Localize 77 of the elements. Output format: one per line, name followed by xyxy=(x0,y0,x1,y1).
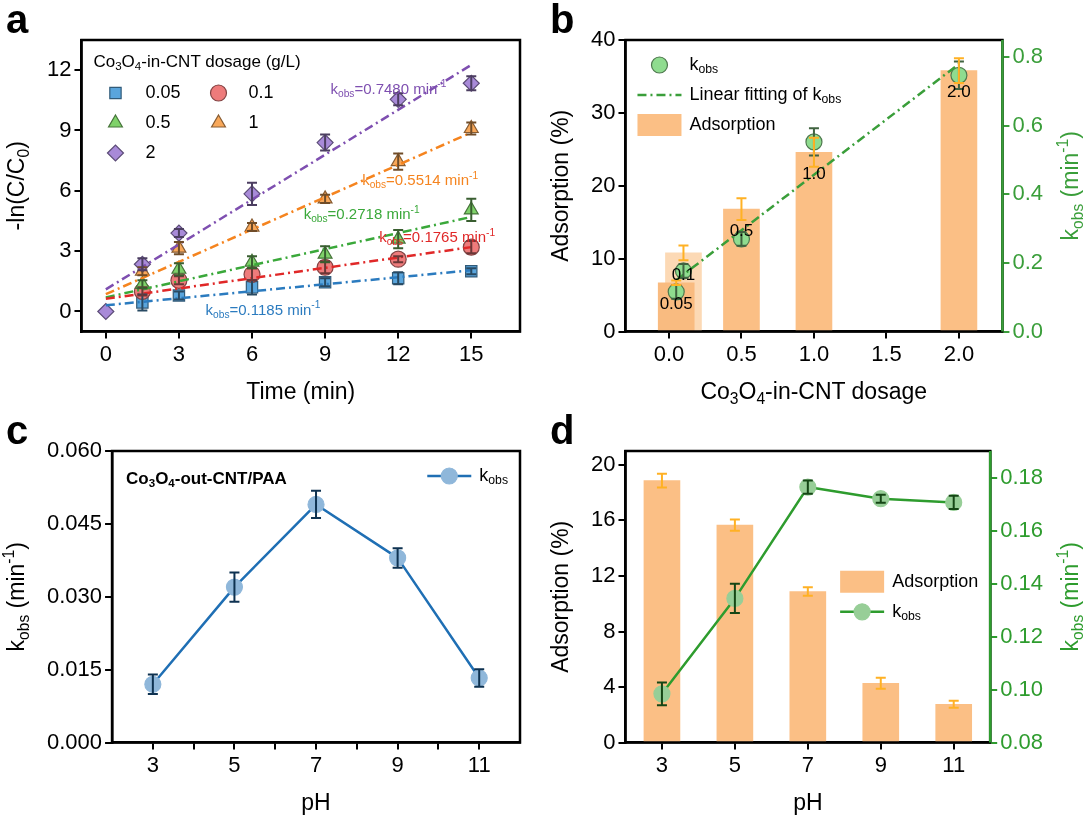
y2-tick-label: 0.6 xyxy=(1012,111,1044,137)
legend-label: 0.5 xyxy=(145,111,171,132)
annotation: 1.0 xyxy=(802,163,826,183)
y-tick-label: 0.015 xyxy=(46,655,103,681)
y2-axis-title: kobs (min-1) xyxy=(1054,131,1086,241)
y2-tick-label: 0.18 xyxy=(1000,463,1044,489)
y-tick-label: 12 xyxy=(46,56,72,82)
y-tick-label: 9 xyxy=(59,116,72,142)
y-tick-label: 6 xyxy=(59,176,72,202)
y2-tick-label: 0.12 xyxy=(1000,622,1044,648)
x-tick-label: 5 xyxy=(228,751,241,777)
legend-label: 2 xyxy=(145,141,156,162)
legend-label: 0.1 xyxy=(248,81,274,102)
x-tick-label: 7 xyxy=(801,751,814,777)
chart-title: a xyxy=(6,0,29,42)
annotation: 0.05 xyxy=(659,294,693,314)
annotation: 0.5 xyxy=(729,220,754,240)
x-tick-label: 11 xyxy=(942,751,966,777)
y2-tick-label: 0.4 xyxy=(1012,180,1044,206)
y-tick-label: 40 xyxy=(590,26,616,52)
legend-label: 0.05 xyxy=(145,81,181,102)
x-tick-label: 1.5 xyxy=(871,340,902,366)
y-tick-label: 12 xyxy=(590,562,616,588)
legend-label: Adsorption xyxy=(689,113,776,134)
annotation: 2.0 xyxy=(947,82,971,102)
legend-label: Adsorption xyxy=(892,570,979,591)
y-tick-label: 0.045 xyxy=(46,509,103,535)
x-axis-title: pH xyxy=(793,789,823,816)
x-tick-label: 3 xyxy=(146,751,159,777)
x-tick-label: 3 xyxy=(655,751,669,777)
y-axis-title: kobs (min-1) xyxy=(0,542,32,652)
x-axis-title: pH xyxy=(301,789,331,816)
x-tick-label: 9 xyxy=(874,751,887,777)
y-axis-title: -ln(C/C0) xyxy=(3,141,32,231)
y-tick-label: 30 xyxy=(590,98,616,124)
y-tick-label: 4 xyxy=(603,673,616,699)
y-tick-label: 0.030 xyxy=(46,582,103,608)
x-tick-label: 5 xyxy=(728,751,742,777)
chart-title: c xyxy=(6,408,29,453)
x-axis-title: Time (min) xyxy=(246,378,356,405)
chart-title: b xyxy=(550,0,575,42)
y-tick-label: 0 xyxy=(603,317,616,343)
x-tick-label: 11 xyxy=(467,751,491,777)
y-tick-label: 20 xyxy=(590,450,616,476)
y-tick-label: 16 xyxy=(590,506,616,532)
y-tick-label: 0.060 xyxy=(46,437,103,463)
annotation: 0.1 xyxy=(671,264,696,284)
y2-tick-label: 0.16 xyxy=(1000,516,1044,542)
y-tick-label: 8 xyxy=(603,617,616,643)
x-tick-label: 0.0 xyxy=(653,340,685,366)
x-tick-label: 9 xyxy=(318,340,332,366)
x-tick-label: 15 xyxy=(459,340,484,366)
y2-tick-label: 0.8 xyxy=(1012,43,1044,69)
y2-tick-label: 0.10 xyxy=(1000,675,1044,701)
chart-title: d xyxy=(550,408,575,453)
x-tick-label: 9 xyxy=(391,751,404,777)
y-tick-label: 0 xyxy=(603,728,616,754)
x-tick-label: 12 xyxy=(385,340,411,366)
legend-label: 1 xyxy=(248,111,259,132)
x-tick-label: 2.0 xyxy=(943,340,975,366)
y-tick-label: 20 xyxy=(590,171,616,197)
y2-tick-label: 0.2 xyxy=(1012,249,1044,275)
y-tick-label: 0.000 xyxy=(46,728,103,754)
y2-tick-label: 0.08 xyxy=(1000,728,1044,754)
x-tick-label: 3 xyxy=(172,340,186,366)
x-tick-label: 0.5 xyxy=(726,340,757,366)
x-tick-label: 1.0 xyxy=(798,340,830,366)
y-tick-label: 10 xyxy=(590,244,616,270)
y2-tick-label: 0.0 xyxy=(1012,317,1044,343)
y-axis-title: Adsorption (%) xyxy=(547,520,574,673)
y2-axis-title: kobs (min-1) xyxy=(1054,542,1086,652)
x-tick-label: 7 xyxy=(309,751,323,777)
x-tick-label: 6 xyxy=(245,340,259,366)
y2-tick-label: 0.14 xyxy=(1000,569,1044,595)
y-tick-label: 3 xyxy=(59,237,72,263)
y-tick-label: 0 xyxy=(59,297,72,323)
y-axis-title: Adsorption (%) xyxy=(547,109,574,262)
